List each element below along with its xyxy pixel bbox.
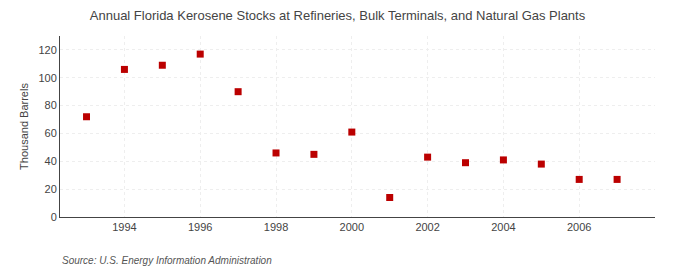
- svg-text:1996: 1996: [188, 221, 212, 233]
- svg-text:0: 0: [51, 211, 57, 223]
- svg-text:Source: U.S. Energy Informatio: Source: U.S. Energy Information Administ…: [62, 255, 272, 266]
- svg-text:2006: 2006: [567, 221, 591, 233]
- svg-text:1998: 1998: [264, 221, 288, 233]
- svg-text:Thousand Barrels: Thousand Barrels: [18, 83, 30, 170]
- svg-text:20: 20: [45, 183, 57, 195]
- svg-text:40: 40: [45, 155, 57, 167]
- svg-text:2000: 2000: [340, 221, 364, 233]
- svg-text:2002: 2002: [415, 221, 439, 233]
- svg-text:2004: 2004: [491, 221, 515, 233]
- svg-text:1994: 1994: [112, 221, 136, 233]
- svg-text:80: 80: [45, 99, 57, 111]
- svg-text:60: 60: [45, 127, 57, 139]
- svg-text:120: 120: [38, 44, 56, 56]
- svg-text:100: 100: [38, 72, 56, 84]
- svg-text:Annual Florida Kerosene Stocks: Annual Florida Kerosene Stocks at Refine…: [90, 8, 586, 23]
